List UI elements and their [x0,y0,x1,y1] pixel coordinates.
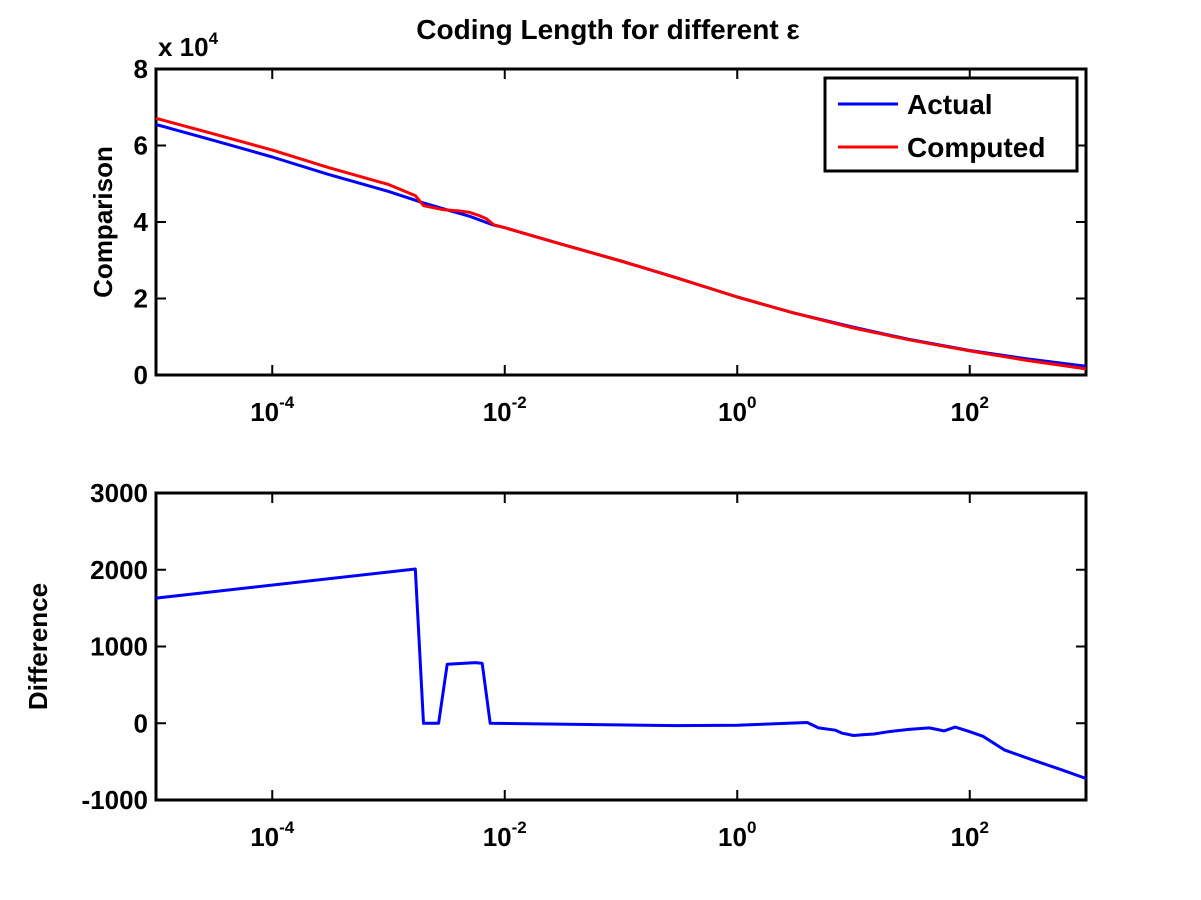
legend: Actual Computed [823,76,1079,173]
x-tick-base: 10 [483,397,512,427]
x-tick-base: 10 [951,397,980,427]
y-tick-label: 1000 [90,632,148,662]
x-tick-label: 10-2 [483,818,527,852]
x-tick-base: 10 [718,397,747,427]
y-multiplier-exponent: 4 [209,29,219,48]
y-tick-label: -1000 [82,785,149,815]
legend-label: Actual [907,89,993,120]
x-tick-base: 10 [483,822,512,852]
plot-frame [154,491,1088,802]
x-tick-base: 10 [718,822,747,852]
x-tick-label: 10-4 [250,393,295,427]
y-tick-label: 2000 [90,555,148,585]
x-tick-label: 10-4 [250,818,295,852]
x-tick-exponent: 2 [979,393,988,412]
legend-label: Computed [907,132,1045,163]
y-tick-label: 0 [134,708,148,738]
y-tick-label: 6 [134,131,148,161]
series-line-series-0 [155,567,1087,780]
y-multiplier-base: x 10 [158,32,209,62]
y-tick-label: 4 [134,207,149,237]
x-tick-exponent: 0 [747,818,756,837]
x-tick-exponent: 2 [979,818,988,837]
y-axis-label: Difference [23,583,53,710]
x-tick-exponent: -2 [512,393,527,412]
x-tick-exponent: -2 [512,818,527,837]
x-tick-exponent: -4 [279,393,295,412]
x-tick-label: 100 [718,818,756,852]
y-tick-label: 3000 [90,478,148,508]
series-line-computed [155,116,1087,371]
x-tick-exponent: -4 [279,818,295,837]
legend-box [823,76,1079,173]
x-tick-exponent: 0 [747,393,756,412]
chart-title: Coding Length for different ε [416,14,799,45]
y-tick-label: 2 [134,284,148,314]
y-axis-label: Comparison [88,146,118,298]
y-tick-label: 8 [134,54,148,84]
x-tick-label: 102 [951,818,989,852]
x-tick-base: 10 [250,397,279,427]
y-multiplier-label: x 104 [158,29,219,62]
x-tick-label: 100 [718,393,756,427]
x-tick-base: 10 [951,822,980,852]
x-tick-base: 10 [250,822,279,852]
x-tick-label: 10-2 [483,393,527,427]
y-tick-label: 0 [134,360,148,390]
x-tick-label: 102 [951,393,989,427]
